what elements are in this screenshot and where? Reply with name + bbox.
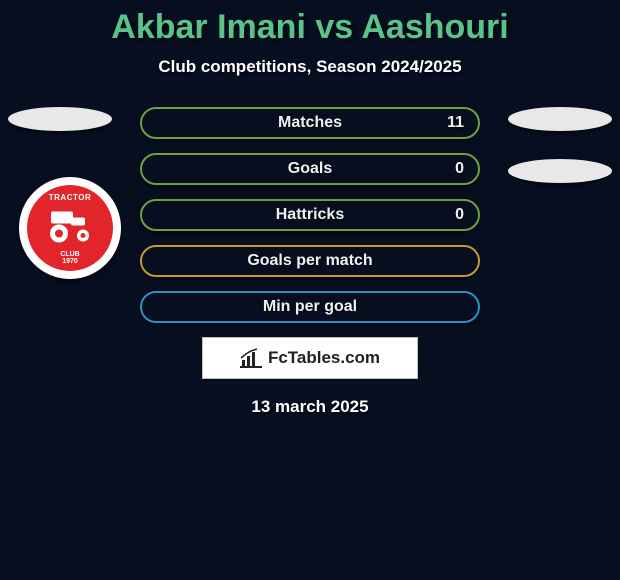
brand-box: FcTables.com xyxy=(202,337,418,379)
stat-label: Min per goal xyxy=(263,298,357,316)
stat-value: 0 xyxy=(455,206,464,224)
stat-label: Matches xyxy=(278,114,342,132)
player-left-placeholder-1 xyxy=(8,107,112,131)
stats-area: TRACTOR CLUB 1970 Matches 11 xyxy=(0,107,620,417)
stat-label: Goals xyxy=(288,160,332,178)
stat-label: Goals per match xyxy=(247,252,372,270)
stat-row: Goals 0 xyxy=(140,153,480,185)
club-bottom-line2: 1970 xyxy=(27,258,113,265)
date-text: 13 march 2025 xyxy=(0,397,620,417)
stat-value: 0 xyxy=(455,160,464,178)
club-name-top: TRACTOR xyxy=(27,193,113,202)
subtitle: Club competitions, Season 2024/2025 xyxy=(0,57,620,77)
tractor-icon xyxy=(45,208,95,249)
page-title: Akbar Imani vs Aashouri xyxy=(0,0,620,47)
chart-icon xyxy=(240,348,262,368)
club-badge: TRACTOR CLUB 1970 xyxy=(19,177,121,279)
player-right-placeholder-1 xyxy=(508,107,612,131)
stat-label: Hattricks xyxy=(276,206,344,224)
club-badge-inner: TRACTOR CLUB 1970 xyxy=(27,185,113,271)
club-name-bottom: CLUB 1970 xyxy=(27,251,113,265)
club-bottom-line1: CLUB xyxy=(27,251,113,258)
player-right-placeholder-2 xyxy=(508,159,612,183)
stat-rows: Matches 11 Goals 0 Hattricks 0 Goals per match… xyxy=(140,107,480,323)
stat-row: Goals per match xyxy=(140,245,480,277)
stat-row: Min per goal xyxy=(140,291,480,323)
brand-text: FcTables.com xyxy=(268,348,380,368)
stat-row: Matches 11 xyxy=(140,107,480,139)
stat-row: Hattricks 0 xyxy=(140,199,480,231)
stat-value: 11 xyxy=(447,114,464,132)
